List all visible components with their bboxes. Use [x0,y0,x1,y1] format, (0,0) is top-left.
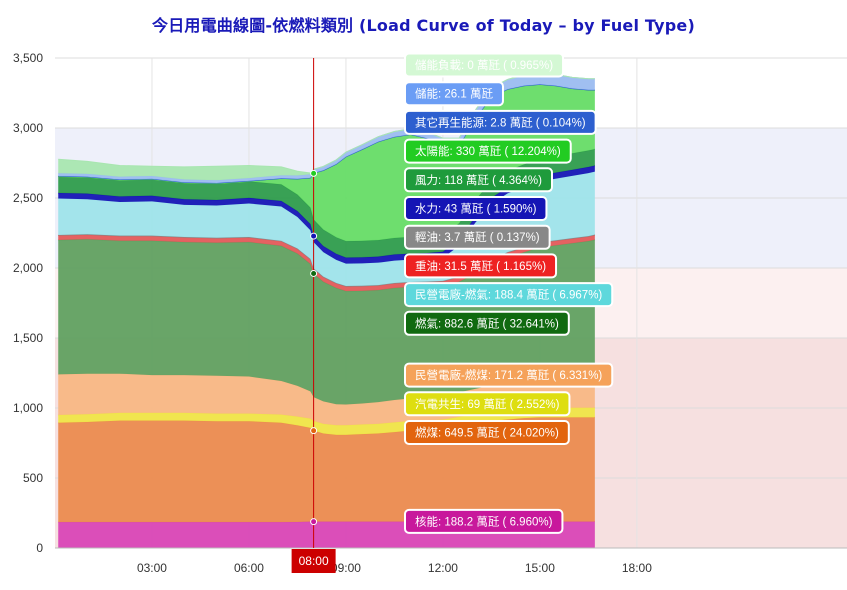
x-tick-label: 03:00 [137,561,167,575]
tooltip-box-12[interactable]: 燃煤: 649.5 萬瓩 ( 24.020%) [405,421,569,444]
tooltip-box-9[interactable]: 燃氣: 882.6 萬瓩 ( 32.641%) [405,312,569,335]
tooltip-box-4[interactable]: 風力: 118 萬瓩 ( 4.364%) [405,168,552,191]
x-tick-label: 15:00 [525,561,555,575]
tooltip-label: 核能: 188.2 萬瓩 ( 6.960%) [415,514,553,528]
x-tick-label: 18:00 [622,561,652,575]
tooltip-label: 汽電共生: 69 萬瓩 ( 2.552%) [415,397,560,411]
tooltip-box-0[interactable]: 儲能負載: 0 萬瓩 ( 0.965%) [405,54,563,77]
y-tick-label: 3,000 [13,121,43,135]
crosshair-marker-3 [311,233,317,239]
y-tick-label: 1,000 [13,401,43,415]
tooltip-box-11[interactable]: 汽電共生: 69 萬瓩 ( 2.552%) [405,392,569,415]
tooltip-label: 重油: 31.5 萬瓩 ( 1.165%) [415,259,546,273]
tooltip-box-2[interactable]: 其它再生能源: 2.8 萬瓩 ( 0.104%) [405,111,596,134]
tooltip-label: 儲能負載: 0 萬瓩 ( 0.965%) [415,58,553,72]
tooltip-box-10[interactable]: 民營電廠-燃煤: 171.2 萬瓩 ( 6.331%) [405,364,612,387]
tooltip-label: 燃煤: 649.5 萬瓩 ( 24.020%) [415,426,559,440]
tooltip-box-3[interactable]: 太陽能: 330 萬瓩 ( 12.204%) [405,140,571,163]
tooltip-label: 民營電廠-燃氣: 188.4 萬瓩 ( 6.967%) [415,288,602,302]
tooltip-label: 太陽能: 330 萬瓩 ( 12.204%) [415,144,561,158]
tooltip-box-1[interactable]: 儲能: 26.1 萬瓩 [405,82,503,105]
tooltip-label: 風力: 118 萬瓩 ( 4.364%) [415,174,542,187]
y-tick-label: 3,500 [13,51,43,65]
y-tick-label: 2,000 [13,261,43,275]
x-tick-label: 06:00 [234,561,264,575]
tooltip-box-13[interactable]: 核能: 188.2 萬瓩 ( 6.960%) [405,510,562,533]
tooltip-box-7[interactable]: 重油: 31.5 萬瓩 ( 1.165%) [405,254,556,277]
y-tick-label: 1,500 [13,331,43,345]
y-tick-label: 2,500 [13,191,43,205]
tooltip-box-6[interactable]: 輕油: 3.7 萬瓩 ( 0.137%) [405,226,550,249]
crosshair-marker-4 [311,170,317,176]
tooltip-label: 民營電廠-燃煤: 171.2 萬瓩 ( 6.331%) [415,368,602,382]
crosshair-time-label: 08:00 [299,554,329,568]
tooltip-label: 其它再生能源: 2.8 萬瓩 ( 0.104%) [415,115,586,129]
crosshair-marker-2 [311,270,317,276]
tooltip-box-8[interactable]: 民營電廠-燃氣: 188.4 萬瓩 ( 6.967%) [405,283,612,306]
tooltip-label: 儲能: 26.1 萬瓩 [415,87,493,101]
y-tick-label: 500 [23,471,43,485]
tooltip-label: 水力: 43 萬瓩 ( 1.590%) [415,203,537,216]
tooltip-box-5[interactable]: 水力: 43 萬瓩 ( 1.590%) [405,197,546,220]
crosshair-marker-0 [311,519,317,525]
x-tick-label: 12:00 [428,561,458,575]
tooltip-label: 燃氣: 882.6 萬瓩 ( 32.641%) [415,316,559,330]
y-tick-label: 0 [36,541,43,555]
tooltip-label: 輕油: 3.7 萬瓩 ( 0.137%) [415,230,540,244]
crosshair-marker-1 [311,428,317,434]
